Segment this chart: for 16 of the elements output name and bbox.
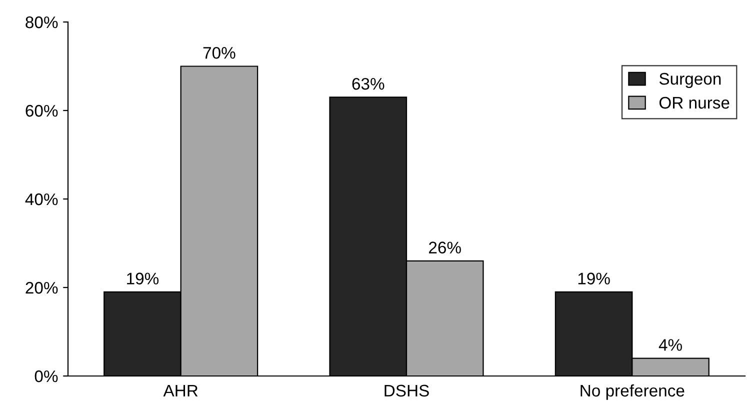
legend-label: OR nurse [659,96,730,109]
data-label: 19% [578,272,610,284]
data-label: 26% [429,242,461,254]
data-label: 19% [127,272,159,284]
x-tick-label: DSHS [384,384,429,397]
data-label: 70% [203,46,236,59]
y-tick-label: 80% [26,16,58,28]
y-tick-label: 40% [25,193,58,206]
y-tick-label: 20% [26,282,58,294]
x-tick-label: AHR [163,384,198,396]
y-tick-label: 60% [26,104,58,117]
legend-label: Surgeon [659,72,721,88]
y-tick-label: 0% [34,370,58,382]
data-label: 63% [352,78,384,90]
x-tick-label: No preference [580,384,684,400]
data-label: 4% [658,339,682,351]
